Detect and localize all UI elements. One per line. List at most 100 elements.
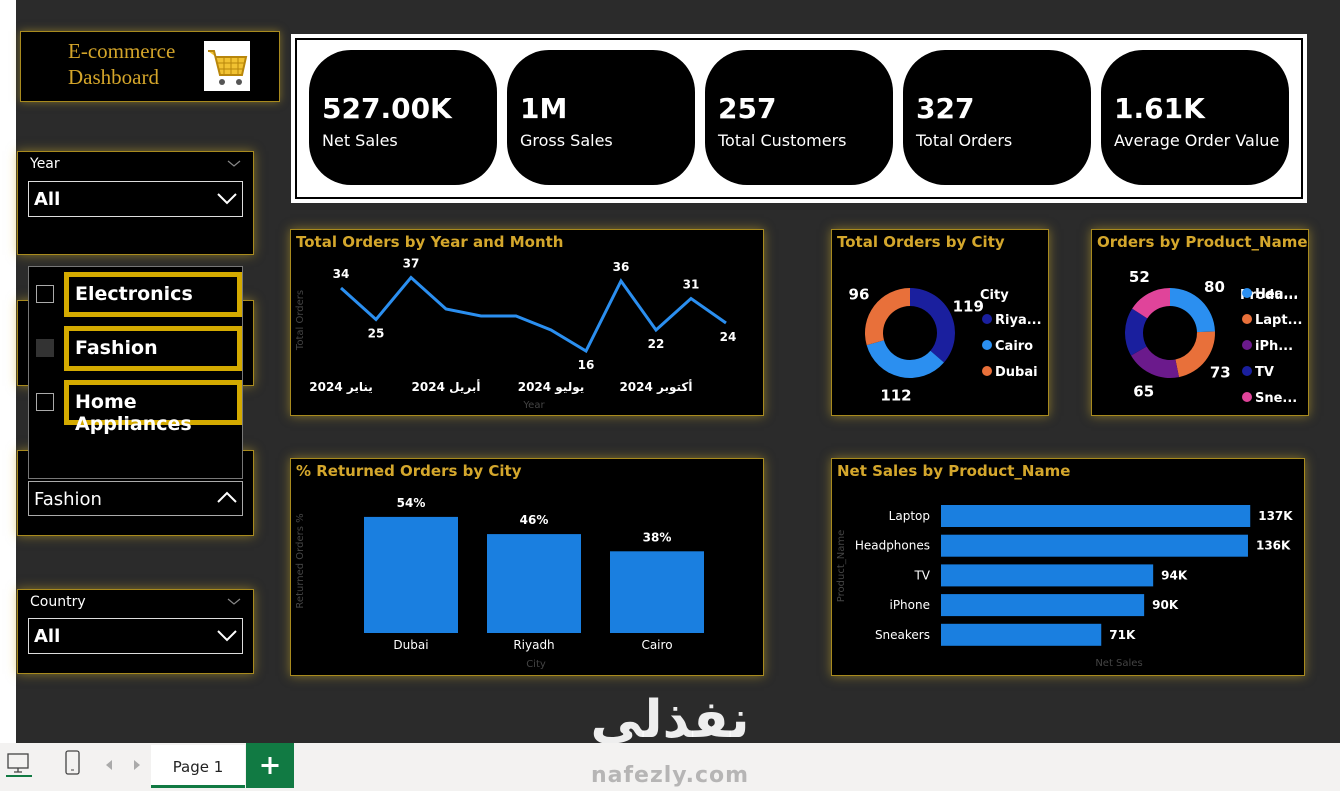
- legend-label: Sne...: [1255, 391, 1297, 406]
- year-dropdown[interactable]: All: [28, 181, 243, 217]
- data-label: 94K: [1161, 568, 1188, 582]
- legend-label: Lapt...: [1255, 313, 1302, 328]
- bar: [610, 551, 704, 633]
- kpi-value: 527.00K: [322, 92, 452, 125]
- page-arrows[interactable]: [104, 759, 144, 771]
- bar: [941, 623, 1102, 646]
- chart-canvas: Total Orders Year يناير 2024 أبريل 2024 يولي…: [295, 257, 737, 412]
- y-tick-label: Laptop: [889, 509, 930, 523]
- donut-slice: [1170, 288, 1215, 333]
- checkbox[interactable]: [36, 339, 54, 357]
- data-label: 31: [683, 278, 700, 292]
- donut-slice: [866, 340, 944, 378]
- legend-title: Produ...: [1240, 288, 1298, 303]
- slicer-label: Year: [30, 156, 60, 172]
- data-label: 25: [368, 327, 385, 341]
- data-label: 136K: [1256, 539, 1291, 553]
- donut-slice: [1132, 288, 1170, 319]
- data-label: 36: [613, 260, 630, 274]
- data-label: 96: [849, 285, 870, 303]
- kpi-label: Gross Sales: [520, 131, 613, 150]
- legend-marker: [982, 314, 992, 324]
- chevron: [217, 630, 237, 642]
- checkbox[interactable]: [36, 285, 54, 303]
- x-axis-label: Year: [522, 400, 545, 411]
- data-label: 65: [1133, 382, 1154, 400]
- chart-title: Total Orders by Year and Month: [296, 233, 564, 251]
- kpi-value: 257: [718, 92, 777, 125]
- slicer-option[interactable]: Fashion: [64, 326, 242, 371]
- bar: [941, 534, 1248, 557]
- desktop-view-icon[interactable]: [6, 751, 32, 777]
- data-label: 38%: [643, 530, 672, 544]
- chevron: [227, 160, 241, 167]
- legend-label: iPh...: [1255, 339, 1293, 354]
- kpi-value: 1.61K: [1114, 92, 1205, 125]
- kpi-card: 1.61K Average Order Value: [1101, 50, 1289, 185]
- bar-chart-panel: % Returned Orders by City Returned Orders…: [290, 458, 764, 676]
- bar: [941, 505, 1251, 527]
- country-dropdown[interactable]: All: [28, 618, 243, 654]
- legend-label: Hea...: [1255, 287, 1298, 302]
- chevron: [227, 598, 241, 605]
- slicer-option[interactable]: Home Appliances: [64, 380, 242, 435]
- kpi-card: 257 Total Customers: [705, 50, 893, 185]
- mobile-view-icon[interactable]: [64, 749, 82, 777]
- page-tab[interactable]: Page 1: [151, 745, 245, 788]
- data-label: 90K: [1152, 598, 1179, 612]
- dropdown-value: All: [34, 626, 61, 647]
- dropdown-value: All: [34, 189, 61, 210]
- legend-label: Dubai: [995, 365, 1038, 380]
- y-axis-label: Total Orders: [295, 290, 306, 351]
- legend-marker: [982, 340, 992, 350]
- kpi-card: 327 Total Orders: [903, 50, 1091, 185]
- legend-marker: [1242, 288, 1252, 298]
- x-tick-label: Cairo: [641, 638, 672, 652]
- x-axis-label: City: [526, 659, 546, 670]
- slicer-option[interactable]: Electronics: [64, 272, 242, 317]
- legend-label: Riya...: [995, 313, 1042, 328]
- kpi-value: 1M: [520, 92, 568, 125]
- chart-canvas: Returned Orders % City 54% Dubai 46% Riyadh 38…: [295, 496, 704, 670]
- x-tick-label: أكتوبر 2024: [619, 379, 692, 395]
- legend-label: Cairo: [995, 339, 1033, 354]
- bar: [487, 534, 581, 633]
- header: E-commerce Dashboard: [20, 31, 280, 102]
- legend-label: TV: [1255, 365, 1274, 380]
- data-label: 24: [720, 330, 737, 344]
- bar: [941, 564, 1154, 587]
- data-label: 119: [953, 297, 984, 315]
- data-label: 73: [1210, 364, 1231, 382]
- x-tick-label: يناير 2024: [309, 380, 372, 394]
- data-label: 52: [1129, 268, 1150, 286]
- chart-title: Total Orders by City: [837, 233, 1005, 251]
- year-slicer[interactable]: [17, 151, 254, 255]
- dropdown-popup: [28, 266, 243, 479]
- dashboard-title: E-commerce Dashboard: [68, 39, 176, 89]
- dropdown-value: Fashion: [34, 489, 102, 510]
- legend-marker: [1242, 366, 1252, 376]
- data-label: 137K: [1258, 509, 1293, 523]
- add-page-button[interactable]: [246, 743, 294, 788]
- bar: [941, 594, 1145, 617]
- y-tick-label: Headphones: [855, 539, 930, 553]
- data-label: 80: [1204, 278, 1225, 296]
- legend-marker: [1242, 392, 1252, 402]
- data-label: 71K: [1109, 628, 1136, 642]
- chart-canvas: Product_Name Net Sales Laptop 137K Headphone…: [836, 505, 1293, 669]
- y-tick-label: TV: [913, 568, 930, 582]
- data-label: 16: [578, 358, 595, 372]
- x-axis-label: Net Sales: [1095, 658, 1142, 669]
- checkbox[interactable]: [36, 393, 54, 411]
- donut-slice: [1175, 331, 1215, 378]
- cart-icon: [204, 41, 250, 91]
- legend-title: City: [980, 288, 1009, 303]
- line-chart-panel: Total Orders by Year and Month Total Orde…: [290, 229, 764, 416]
- category-dropdown[interactable]: Fashion: [28, 481, 243, 516]
- y-tick-label: Sneakers: [875, 628, 930, 642]
- chevron: [217, 193, 237, 205]
- data-label: 46%: [520, 513, 549, 527]
- country-slicer[interactable]: [17, 589, 254, 674]
- x-tick-label: Riyadh: [513, 638, 554, 652]
